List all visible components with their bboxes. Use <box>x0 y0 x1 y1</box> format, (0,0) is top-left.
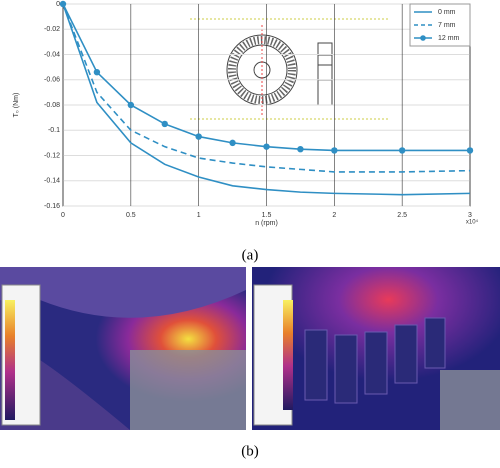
marker <box>161 120 168 128</box>
y-axis-label: T₀ (Nm) <box>13 93 20 118</box>
legend-box <box>409 3 471 47</box>
y-tick-label: -0.16 <box>44 203 60 210</box>
marker <box>229 139 236 147</box>
y-tick-label: -0.06 <box>44 77 60 84</box>
x-multiplier: x10⁴ <box>466 219 479 226</box>
legend-label: 7 mm <box>438 22 456 29</box>
series-line <box>62 3 471 196</box>
y-tick-label: 0 <box>56 1 60 8</box>
x-axis-label: n (rpm) <box>255 220 278 227</box>
marker <box>59 0 67 8</box>
marker <box>195 133 202 140</box>
legend-label: 0 mm <box>438 9 456 16</box>
series-line <box>62 3 471 173</box>
caption: (b) <box>241 443 259 459</box>
field-images <box>0 267 500 430</box>
x-tick-label: 1 <box>197 212 201 219</box>
y-tick-label: -0.14 <box>44 178 60 185</box>
legend-label: 12 mm <box>438 35 460 42</box>
x-tick-label: 1.5 <box>262 212 272 219</box>
y-tick-label: -0.1 <box>48 127 60 134</box>
inset-diagram <box>190 18 390 120</box>
marker <box>127 101 135 109</box>
marker <box>263 143 270 150</box>
marker <box>398 147 406 154</box>
marker <box>331 147 338 154</box>
x-tick-label: 2.5 <box>397 212 407 219</box>
y-tick-label: -0.04 <box>44 51 60 58</box>
legend-marker <box>420 35 426 41</box>
x-tick-label: 2 <box>332 212 336 219</box>
marker <box>297 145 304 153</box>
x-tick-label: 0.5 <box>126 212 136 219</box>
y-tick-label: -0.02 <box>44 26 60 33</box>
y-tick-label: -0.12 <box>44 152 60 159</box>
marker <box>93 68 101 76</box>
caption: (a) <box>242 247 259 263</box>
x-tick-label: 0 <box>61 212 65 219</box>
y-tick-label: -0.08 <box>44 102 60 109</box>
marker <box>466 147 474 154</box>
x-tick-label: 3 <box>468 212 472 219</box>
